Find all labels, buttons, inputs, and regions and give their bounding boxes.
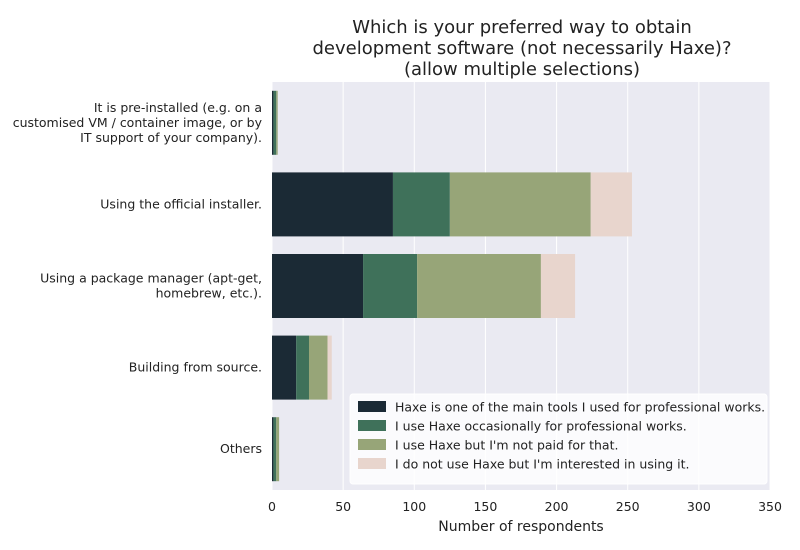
x-tick-label: 0 [268,499,276,514]
legend-entry: I use Haxe but I'm not paid for that. [395,438,618,453]
bar-segment [272,335,297,400]
bar-segment [296,335,309,400]
legend-box [349,393,768,485]
bar-segment [449,172,591,237]
x-tick-label: 300 [687,499,711,514]
category-label: It is pre-installed (e.g. on a [94,100,262,115]
bar-segment [273,417,277,482]
category-labels: It is pre-installed (e.g. on acustomised… [13,100,263,456]
bar-segment [272,90,274,155]
bar-segment [273,90,277,155]
x-tick-labels: 0 50 100 150 200 250 300 350 [268,499,782,514]
chart-title-line: development software (not necessarily Ha… [312,38,731,59]
legend: Haxe is one of the main tools I used for… [349,393,768,485]
legend-entry: I do not use Haxe but I'm interested in … [395,457,690,472]
bar-segment [590,172,632,237]
bars [272,90,632,482]
chart-title-line: (allow multiple selections) [404,59,640,80]
category-label: homebrew, etc.). [156,286,262,301]
x-tick-label: 150 [473,499,497,514]
bar-segment [540,254,576,318]
x-tick-label: 200 [545,499,569,514]
x-axis-label: Number of respondents [438,519,603,535]
bar-segment [363,254,418,318]
x-tick-label: 250 [616,499,640,514]
bar-segment [417,254,541,318]
bar-segment [272,417,274,482]
bar-segment [272,254,364,318]
bar-segment [308,335,328,400]
legend-swatch [358,401,386,412]
category-label: Others [220,441,262,456]
bar-segment [276,90,278,155]
legend-swatch [358,420,386,431]
category-label: Using a package manager (apt-get, [40,271,262,286]
x-tick-label: 50 [335,499,351,514]
category-label: Using the official installer. [100,196,262,211]
legend-entry: I use Haxe occasionally for professional… [395,419,687,434]
bar-segment [272,172,393,237]
chart-title: Which is your preferred way to obtaindev… [312,17,731,80]
x-tick-label: 100 [402,499,426,514]
category-label: IT support of your company). [80,130,262,145]
x-tick-label: 350 [758,499,782,514]
legend-swatch [358,439,386,450]
legend-entry: Haxe is one of the main tools I used for… [395,400,765,415]
legend-swatch [358,458,386,469]
chart-title-line: Which is your preferred way to obtain [352,17,692,38]
bar-segment [392,172,450,237]
category-label: customised VM / container image, or by [13,115,263,130]
category-label: Building from source. [129,360,262,375]
bar-segment [276,417,280,482]
bar-segment [327,335,332,400]
